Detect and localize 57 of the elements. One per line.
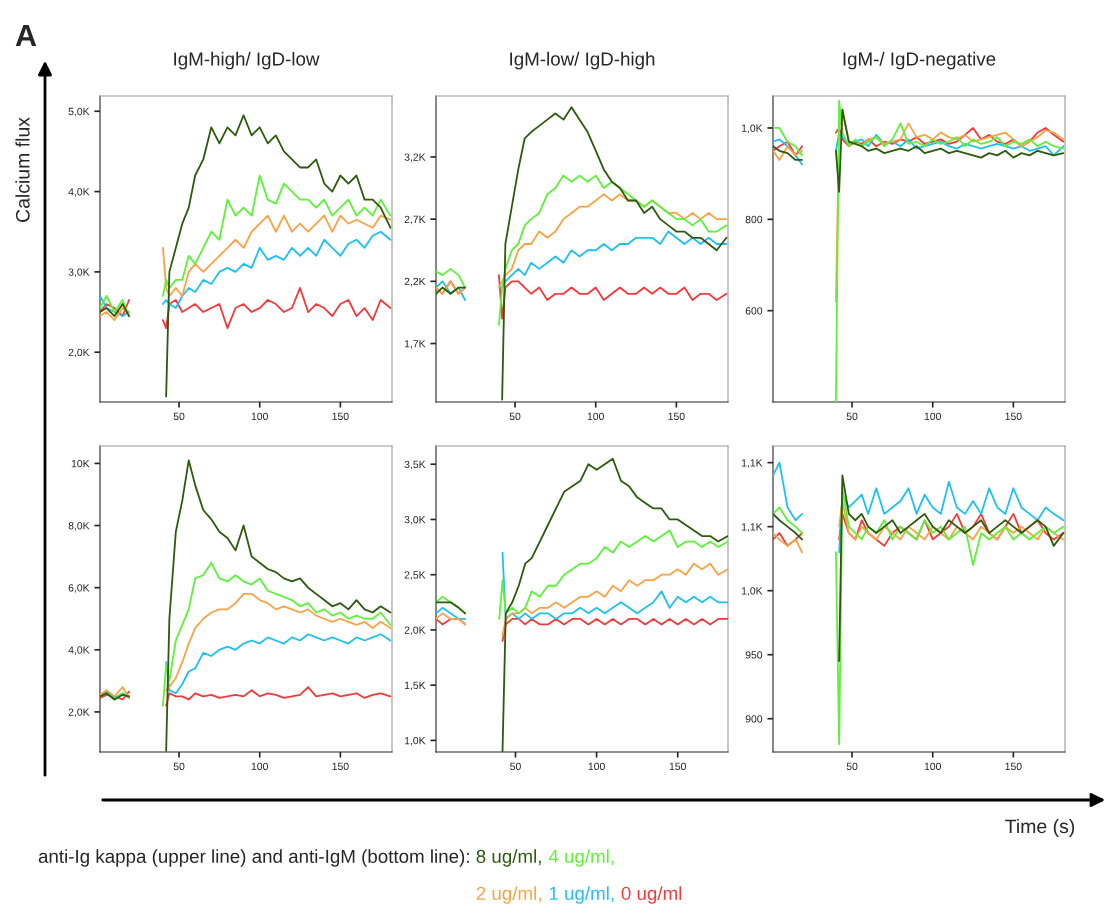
x-tick-label: 100 <box>251 412 268 421</box>
y-tick-label: 900 <box>745 715 763 723</box>
x-tick-label: 100 <box>251 762 268 771</box>
x-tick-label: 50 <box>846 412 858 421</box>
y-tick-label: 2,0K <box>68 348 90 358</box>
y-tick-label: 10K <box>71 459 90 468</box>
y-tick-label: 1,1K <box>741 523 763 532</box>
y-tick-label: 4,0K <box>68 646 90 655</box>
y-tick-label: 2,0K <box>68 708 90 718</box>
text: 2 ug/ml, <box>476 886 541 904</box>
y-tick-label: 2,7K <box>404 215 426 225</box>
x-tick-label: 50 <box>510 762 521 771</box>
x-tick-label: 50 <box>173 412 185 421</box>
y-tick-label: 2,0K <box>404 626 426 636</box>
y-tick-label: 3,5K <box>404 460 426 470</box>
text: 1 ug/ml, <box>549 886 614 904</box>
x-tick-label: 50 <box>846 762 858 771</box>
x-tick-label: 150 <box>1005 762 1022 771</box>
y-tick-label: 1,7K <box>404 340 426 349</box>
text: 8 ug/ml, <box>476 849 541 867</box>
y-tick-label: 1,5K <box>404 681 426 691</box>
y-tick-label: 8,0K <box>68 522 90 531</box>
y-tick-label: 6,0K <box>68 584 90 593</box>
x-tick-label: 150 <box>668 412 685 421</box>
chart-title: IgM-/ IgD-negative <box>843 51 996 70</box>
text: anti-Ig kappa (upper line) and anti-IgM (bottom line): <box>38 849 469 867</box>
y-tick-label: 2,5K <box>404 571 426 580</box>
y-tick-label: 800 <box>745 215 763 224</box>
y-tick-label: 1,0K <box>741 587 763 596</box>
chart-title: IgM-high/ IgD-low <box>174 51 320 70</box>
text: 4 ug/ml, <box>548 849 614 867</box>
x-axis-title: Time (s) <box>1005 818 1075 838</box>
y-tick-label: 4,0K <box>68 188 90 197</box>
y-tick-label: 600 <box>745 307 763 315</box>
x-tick-label: 50 <box>509 412 521 421</box>
chart-title: IgM-low/ IgD-high <box>510 51 655 70</box>
x-tick-label: 150 <box>332 412 349 421</box>
x-tick-label: 150 <box>669 762 686 771</box>
y-tick-label: 2,2K <box>404 277 426 287</box>
x-tick-label: 150 <box>1005 412 1022 421</box>
x-tick-label: 150 <box>332 762 349 771</box>
y-tick-label: 1,0K <box>404 736 426 746</box>
y-tick-label: 5,0K <box>68 107 90 117</box>
x-tick-label: 100 <box>924 412 941 421</box>
text: A <box>15 24 37 46</box>
y-tick-label: 1,1K <box>741 459 763 468</box>
y-tick-label: 3,0K <box>68 268 90 277</box>
y-axis-title: Calcium flux <box>15 117 30 222</box>
y-tick-label: 1,0K <box>741 124 763 134</box>
x-tick-label: 100 <box>587 412 604 421</box>
x-tick-label: 100 <box>924 762 941 771</box>
y-tick-label: 950 <box>745 651 763 659</box>
y-tick-label: 3,2K <box>404 153 426 163</box>
text: 0 ug/ml <box>621 886 682 904</box>
x-tick-label: 50 <box>173 762 185 771</box>
x-tick-label: 100 <box>588 762 605 771</box>
y-tick-label: 3,0K <box>404 515 426 525</box>
